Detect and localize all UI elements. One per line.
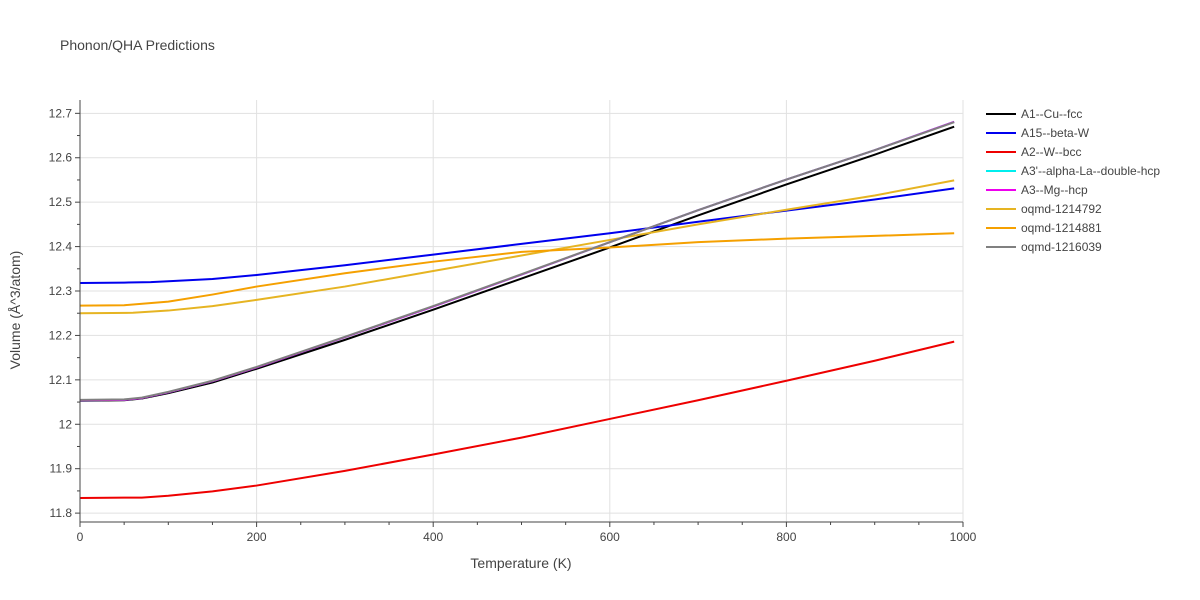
- legend-label: A2--W--bcc: [1021, 145, 1081, 159]
- y-axis-title: Volume (Å^3/atom): [7, 251, 23, 370]
- legend-label: oqmd-1214792: [1021, 202, 1102, 216]
- y-tick-label: 12.7: [49, 106, 73, 120]
- legend[interactable]: A1--Cu--fcc A15--beta-W A2--W--bcc A3'--alp…: [986, 107, 1160, 254]
- legend-label: oqmd-1214881: [1021, 221, 1102, 235]
- legend-label: A15--beta-W: [1021, 126, 1090, 140]
- legend-item[interactable]: oqmd-1214792: [986, 202, 1102, 216]
- y-tick-label: 12.4: [49, 240, 73, 254]
- legend-label: oqmd-1216039: [1021, 240, 1102, 254]
- y-axis-ticks: 11.8 11.9 12 12.1 12.2 12.3 12.4 12.5 12.6 12.7: [49, 106, 80, 520]
- series-line[interactable]: [79, 121, 955, 401]
- series-line[interactable]: [79, 232, 955, 307]
- y-tick-label: 12.6: [49, 151, 73, 165]
- y-tick-label: 12.3: [49, 284, 73, 298]
- legend-item[interactable]: oqmd-1214881: [986, 221, 1102, 235]
- series-line[interactable]: [79, 179, 955, 315]
- legend-item[interactable]: oqmd-1216039: [986, 240, 1102, 254]
- plot-series: [79, 120, 955, 500]
- legend-label: A3'--alpha-La--double-hcp: [1021, 164, 1160, 178]
- y-tick-label: 12: [59, 417, 73, 431]
- legend-item[interactable]: A1--Cu--fcc: [986, 107, 1082, 121]
- legend-item[interactable]: A3--Mg--hcp: [986, 183, 1088, 197]
- y-tick-label: 12.2: [49, 328, 73, 342]
- y-tick-label: 11.9: [50, 462, 73, 476]
- x-tick-label: 0: [77, 530, 84, 544]
- x-tick-label: 1000: [950, 530, 977, 544]
- series-line[interactable]: [79, 340, 955, 500]
- x-tick-label: 400: [423, 530, 443, 544]
- x-axis-title: Temperature (K): [470, 555, 571, 571]
- x-tick-label: 600: [600, 530, 620, 544]
- chart-title: Phonon/QHA Predictions: [60, 37, 215, 53]
- legend-item[interactable]: A15--beta-W: [986, 126, 1090, 140]
- legend-item[interactable]: A3'--alpha-La--double-hcp: [986, 164, 1160, 178]
- y-tick-label: 12.5: [49, 195, 73, 209]
- x-axis-ticks: 0 200 400 600 800 1000: [77, 522, 977, 544]
- x-tick-label: 200: [247, 530, 267, 544]
- legend-item[interactable]: A2--W--bcc: [986, 145, 1081, 159]
- y-tick-label: 11.8: [50, 506, 73, 520]
- legend-label: A1--Cu--fcc: [1021, 107, 1082, 121]
- y-tick-label: 12.1: [49, 373, 73, 387]
- x-tick-label: 800: [776, 530, 796, 544]
- axes: [77, 100, 963, 525]
- legend-label: A3--Mg--hcp: [1021, 183, 1088, 197]
- gridlines: [80, 100, 964, 522]
